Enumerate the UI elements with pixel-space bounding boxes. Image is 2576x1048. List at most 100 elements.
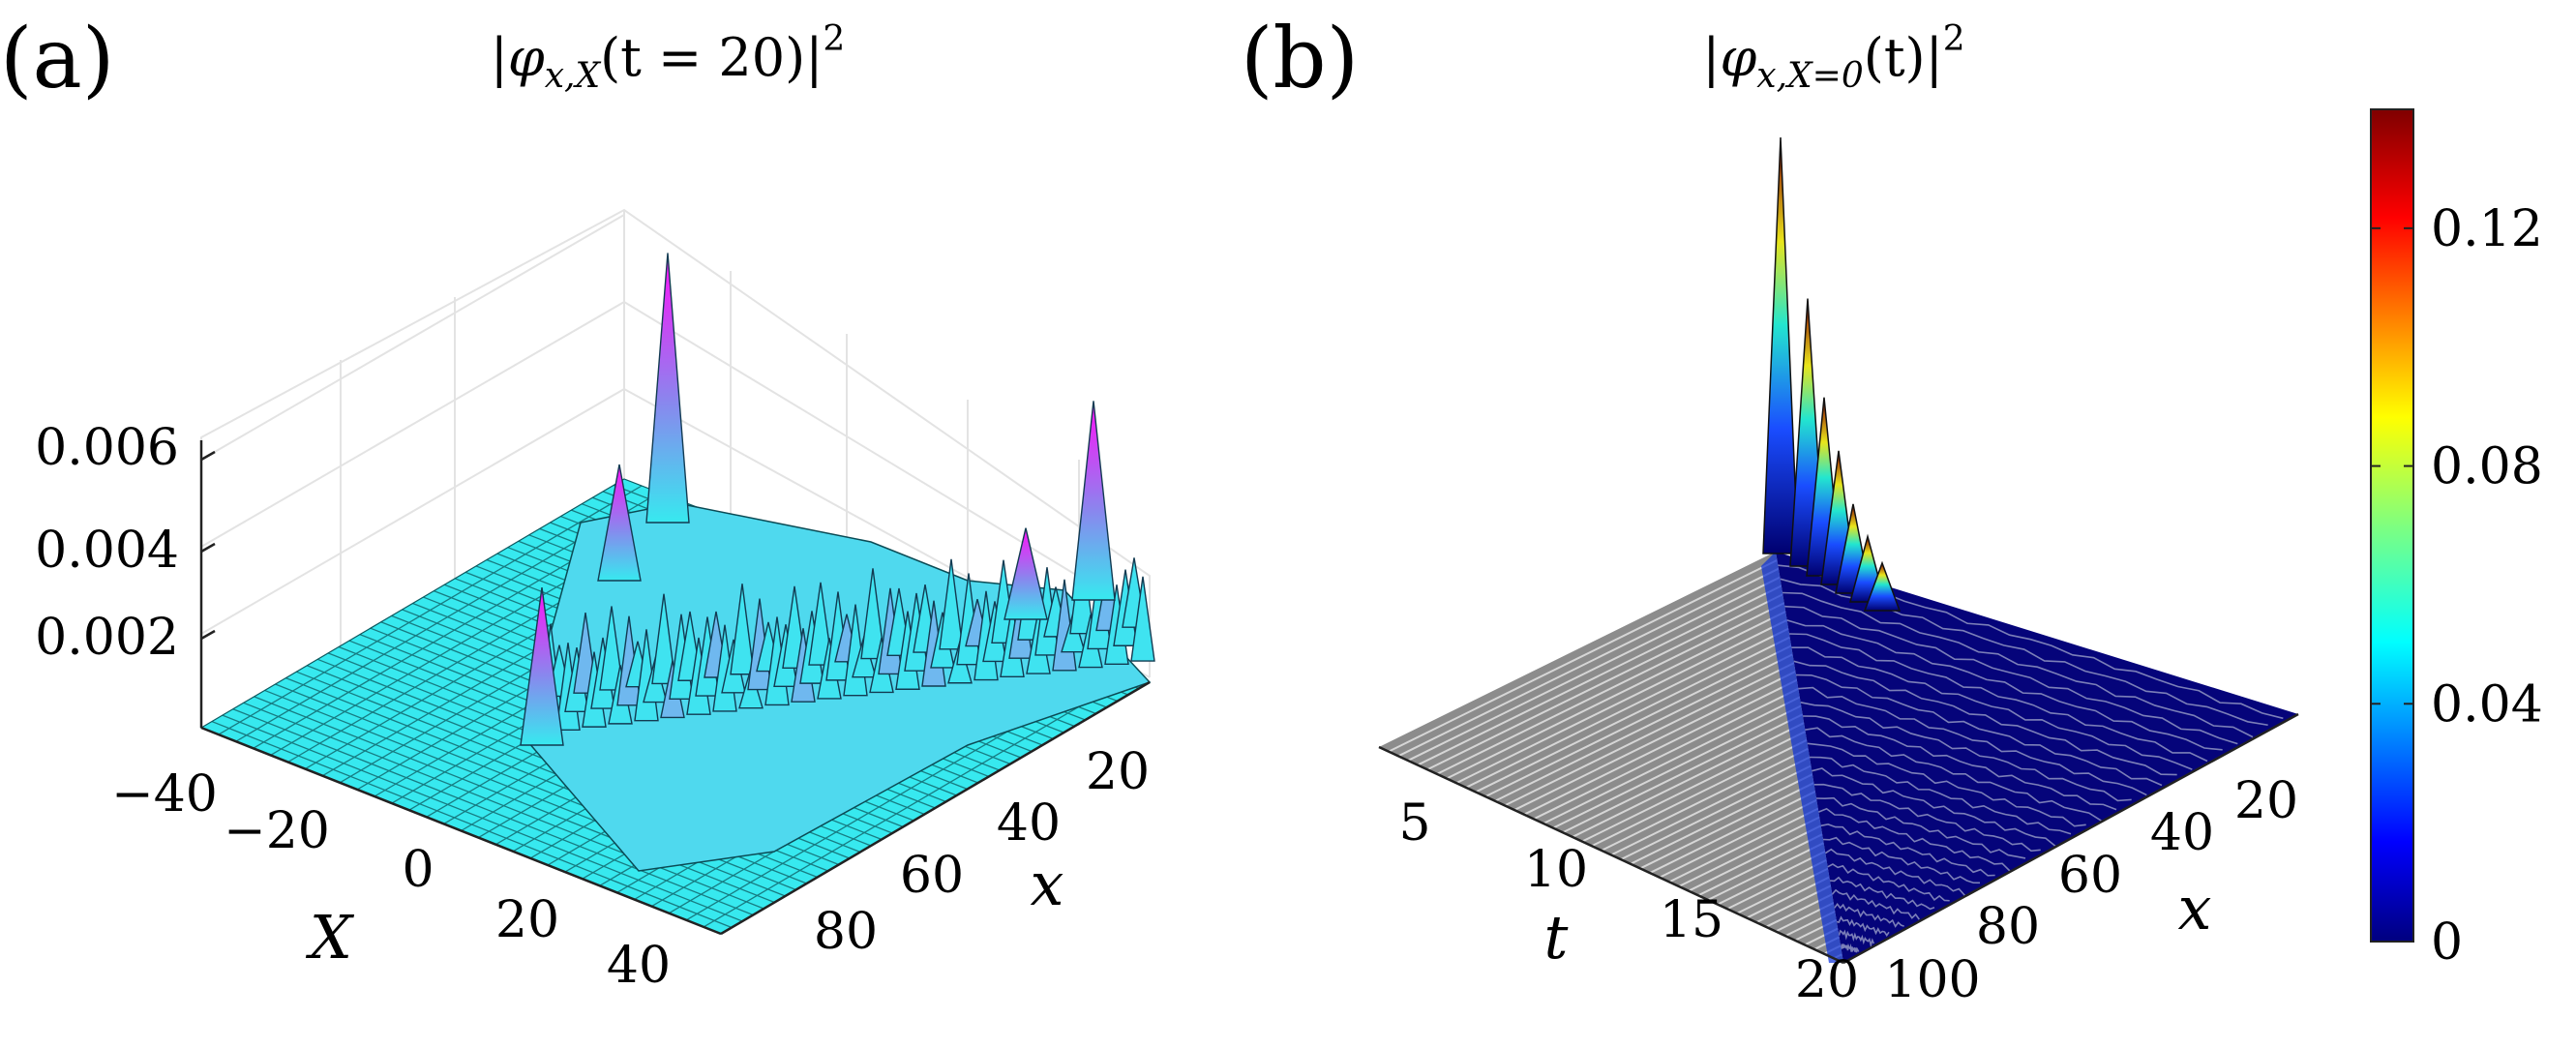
wave-line — [1827, 863, 1950, 902]
x-tick-label: 20 — [2234, 772, 2298, 830]
panel-b-t-axis — [1378, 745, 1844, 965]
panel-b-title: |φx,X=0(t)|2 — [1702, 19, 1964, 96]
x-tick-label: 20 — [1086, 743, 1150, 801]
wave-line — [1798, 686, 2147, 796]
X-tick-label: 0 — [402, 841, 434, 899]
mesh-line — [1407, 576, 1781, 762]
panel-b-title-open: | — [1702, 27, 1720, 88]
colorbar-tick-label: 0.08 — [2431, 438, 2543, 496]
z-tick-label: 0.006 — [35, 419, 179, 477]
mesh-line — [1591, 738, 1808, 848]
colorbar-ticks: 0 0.04 0.08 0.12 — [2371, 200, 2543, 972]
wave-line — [1809, 756, 2072, 835]
panel-a: (a) |φx,X(t = 20)|2 — [0, 11, 1155, 995]
wave-line — [1782, 591, 2254, 738]
x-tick-label: 40 — [997, 794, 1061, 853]
wave-line — [1813, 783, 2041, 853]
mesh-line — [1649, 791, 1816, 874]
panel-a-x-ticks: 20 40 60 80 — [814, 743, 1150, 961]
wave-line — [1840, 943, 1860, 953]
wave-line — [1784, 605, 2238, 745]
wave-line — [1791, 646, 2193, 770]
x-tick-label: 80 — [814, 903, 878, 961]
mesh-line — [1659, 798, 1817, 879]
panel-a-label: (a) — [0, 11, 114, 107]
colorbar-tick-label: 0.04 — [2431, 675, 2543, 734]
mesh-line — [1736, 867, 1829, 914]
panel-a-title-sup: 2 — [823, 19, 845, 59]
panel-a-z-tick-line — [200, 450, 216, 462]
panel-b-wave-region — [1776, 552, 2298, 963]
wave-line — [1822, 836, 1981, 884]
mesh-line — [1533, 687, 1799, 821]
panel-b-t-label: t — [1544, 902, 1569, 973]
panel-b-label: (b) — [1241, 11, 1359, 107]
wave-line — [1834, 902, 1904, 928]
mesh-line — [703, 674, 1133, 928]
panel-b-title-arg: (t) — [1864, 27, 1926, 88]
panel-b-title-sub: x,X=0 — [1756, 56, 1863, 96]
mesh-line — [1639, 782, 1814, 870]
wave-line — [1812, 767, 2056, 848]
mesh-line — [1707, 842, 1825, 901]
X-tick-label: −40 — [111, 765, 218, 823]
wave-line — [1802, 715, 2117, 811]
peak-mark — [645, 253, 690, 524]
mesh-line — [1417, 584, 1782, 766]
panel-b-front-ridge — [1761, 552, 1843, 963]
wave-line — [1838, 929, 1875, 948]
wave-line — [1786, 619, 2223, 751]
mesh-line — [1465, 627, 1789, 789]
t-tick-label: 5 — [1398, 794, 1430, 853]
mesh-line — [1388, 558, 1778, 753]
x-tick-label: 100 — [1884, 951, 1980, 1009]
mesh-line — [1484, 644, 1792, 798]
mesh-line — [1523, 678, 1798, 816]
mesh-line — [1543, 696, 1801, 824]
panel-b-title-phi: φ — [1720, 27, 1756, 88]
panel-a-X-label: X — [306, 902, 355, 973]
panel-a-title-arg: (t = 20) — [600, 27, 805, 88]
panel-a-z-tick-line — [200, 629, 216, 641]
wave-line — [1831, 888, 1920, 920]
mesh-line — [1562, 713, 1804, 834]
panel-b-zero-mesh — [1388, 558, 1842, 960]
panel-b-zero-region — [1379, 552, 1843, 963]
mesh-line — [1436, 602, 1785, 775]
panel-a-title: |φx,X(t = 20)|2 — [491, 19, 846, 96]
panel-b-title-sup: 2 — [1943, 19, 1965, 59]
mesh-line — [1397, 567, 1780, 758]
mesh-line — [1572, 722, 1805, 838]
wave-line — [1800, 702, 2132, 802]
t-tick-label: 20 — [1795, 951, 1859, 1009]
wave-line — [1820, 823, 1995, 877]
wave-line — [1815, 796, 2026, 859]
x-tick-label: 60 — [900, 847, 964, 905]
mesh-line — [1504, 662, 1795, 807]
wave-line — [1793, 660, 2177, 776]
panel-a-z-tick-line — [200, 542, 216, 554]
panel-b-t-ticks: 5 10 15 20 — [1398, 794, 1859, 1009]
peak-mark — [1762, 136, 1799, 554]
mesh-line — [1630, 773, 1813, 865]
panel-a-z-ticks: 0.002 0.004 0.006 — [35, 419, 179, 667]
panel-a-X-axis — [200, 726, 722, 936]
x-tick-label: 40 — [2150, 804, 2214, 862]
spike-mark — [860, 568, 885, 660]
mesh-line — [1697, 833, 1823, 897]
peak-mark — [597, 464, 642, 582]
panel-a-title-sub: x,X — [545, 56, 602, 96]
mesh-line — [1581, 731, 1807, 843]
peak-mark — [1003, 527, 1048, 620]
mesh-line — [1455, 618, 1788, 785]
spike-mark — [1130, 576, 1155, 662]
wave-line — [1805, 727, 2102, 822]
panel-b: (b) |φx,X=0(t)|2 5 10 15 20 20 40 60 80 … — [1241, 11, 2543, 1009]
panel-a-X-ticks: −40 −20 0 20 40 — [111, 765, 671, 995]
panel-b-x-axis — [1842, 712, 2299, 965]
mesh-line — [1552, 704, 1802, 829]
colorbar — [2370, 108, 2414, 943]
spike-mark — [730, 584, 755, 675]
mesh-line — [1668, 807, 1819, 883]
